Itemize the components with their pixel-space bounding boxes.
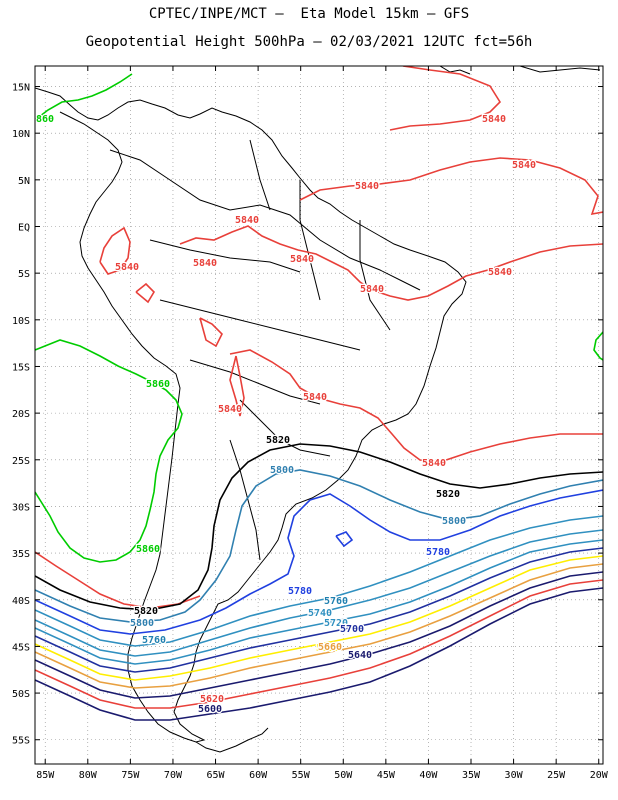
contour-5840 <box>135 282 156 304</box>
contour-label-5840: 5840 <box>355 181 379 192</box>
contour-label-5780: 5780 <box>426 547 450 558</box>
lat-tick-label: 10S <box>12 316 30 327</box>
lon-tick-label: 85W <box>36 770 55 781</box>
map-title-line2: Geopotential Height 500hPa – 02/03/2021 … <box>85 34 533 50</box>
contour-5860 <box>35 73 133 121</box>
contour-5840 <box>389 66 502 131</box>
lat-tick-label: 50S <box>12 689 30 700</box>
lat-tick-label: 15S <box>12 362 30 373</box>
contour-label-5860: 860 <box>36 114 54 125</box>
lat-tick-label: 10N <box>12 129 30 140</box>
contour-label-5700: 5700 <box>340 624 364 635</box>
lon-tick-label: 75W <box>121 770 140 781</box>
lat-tick-label: EQ <box>18 223 30 234</box>
contour-label-5640: 5640 <box>348 650 372 661</box>
contour-label-5660: 5660 <box>318 642 342 653</box>
contour-label-5760: 5760 <box>324 596 348 607</box>
contour-label-5720: 5720 <box>324 618 348 629</box>
lon-tick-label: 55W <box>292 770 311 781</box>
contour-5720 <box>35 539 603 665</box>
contour-5680 <box>35 555 603 681</box>
contour-label-5620: 5620 <box>200 694 224 705</box>
lon-tick-label: 25W <box>547 770 566 781</box>
contour-5820 <box>35 443 603 611</box>
lon-tick-label: 35W <box>462 770 481 781</box>
contour-5640 <box>35 571 603 699</box>
contour-label-5840: 5840 <box>290 254 314 265</box>
contour-label-5820: 5820 <box>436 489 460 500</box>
contour-5660 <box>35 563 603 689</box>
lon-tick-label: 45W <box>377 770 396 781</box>
lat-tick-label: 5N <box>18 176 30 187</box>
lat-tick-label: 25S <box>12 456 30 467</box>
lat-tick-label: 45S <box>12 642 30 653</box>
contour-5840 <box>299 157 603 216</box>
lon-tick-label: 80W <box>79 770 98 781</box>
lat-tick-label: 55S <box>12 736 30 747</box>
contour-lines <box>35 66 603 721</box>
contour-label-5780: 5780 <box>288 586 312 597</box>
contour-5600 <box>35 587 603 721</box>
contour-5700 <box>35 547 603 673</box>
contour-label-5840: 5840 <box>482 114 506 125</box>
lon-tick-label: 50W <box>334 770 353 781</box>
contour-label-5800: 5800 <box>130 618 154 629</box>
contour-label-5860: 5860 <box>146 379 170 390</box>
map-title-line1: CPTEC/INPE/MCT – Eta Model 15km – GFS <box>148 6 470 22</box>
contour-label-5800: 5800 <box>270 465 294 476</box>
contour-label-5840: 5840 <box>360 284 384 295</box>
contour-5840 <box>179 225 603 301</box>
contour-label-5840: 5840 <box>193 258 217 269</box>
lon-tick-label: 65W <box>207 770 226 781</box>
contour-5840 <box>229 349 603 463</box>
contour-label-5740: 5740 <box>308 608 332 619</box>
contour-5620 <box>35 579 603 709</box>
contour-5760 <box>35 515 603 647</box>
contour-label-5840: 5840 <box>218 404 242 415</box>
contour-5780 <box>35 489 603 635</box>
contour-label-5840: 5840 <box>422 458 446 469</box>
contour-label-5840: 5840 <box>488 267 512 278</box>
contour-label-5800: 5800 <box>442 516 466 527</box>
lat-tick-label: 20S <box>12 409 30 420</box>
lat-tick-label: 40S <box>12 596 30 607</box>
contour-label-5840: 5840 <box>235 215 259 226</box>
lat-tick-label: 5S <box>18 269 30 280</box>
contour-label-5760: 5760 <box>142 635 166 646</box>
contour-label-5840: 5840 <box>303 392 327 403</box>
contour-label-5860: 5860 <box>136 544 160 555</box>
contour-5800 <box>35 469 603 623</box>
contour-5740 <box>35 529 603 657</box>
contour-label-5820: 5820 <box>266 435 290 446</box>
lon-tick-label: 60W <box>249 770 268 781</box>
contour-5780 <box>335 531 354 548</box>
contour-5840 <box>199 317 223 348</box>
contour-label-5840: 5840 <box>512 160 536 171</box>
contour-labels: 5840 5840 5840 5840 5840 5840 5840 5840 5840 5840… <box>35 113 537 717</box>
map-features: 5840 5840 5840 5840 5840 5840 5840 5840 5840 5840… <box>35 66 603 753</box>
contour-5860 <box>593 331 603 361</box>
contour-5840 <box>229 355 245 417</box>
axis-ticks: 15N 10N 5N EQ 5S 10S 15S 20S 25S 30S 35S 40S 45S 50S 5… <box>12 66 609 781</box>
contour-label-5680: 5680 <box>316 643 340 654</box>
lon-tick-label: 70W <box>164 770 183 781</box>
map-frame <box>34 65 604 765</box>
lat-tick-label: 30S <box>12 502 30 513</box>
lon-tick-label: 20W <box>590 770 609 781</box>
lat-tick-label: 35S <box>12 549 30 560</box>
lon-tick-label: 40W <box>419 770 438 781</box>
lon-tick-label: 30W <box>505 770 524 781</box>
lat-tick-label: 15N <box>12 83 30 94</box>
contour-label-5820: 5820 <box>134 606 158 617</box>
contour-label-5600: 5600 <box>198 704 222 715</box>
contour-5840 <box>99 226 131 275</box>
contour-label-5840: 5840 <box>115 262 139 273</box>
contour-5860 <box>35 339 183 563</box>
